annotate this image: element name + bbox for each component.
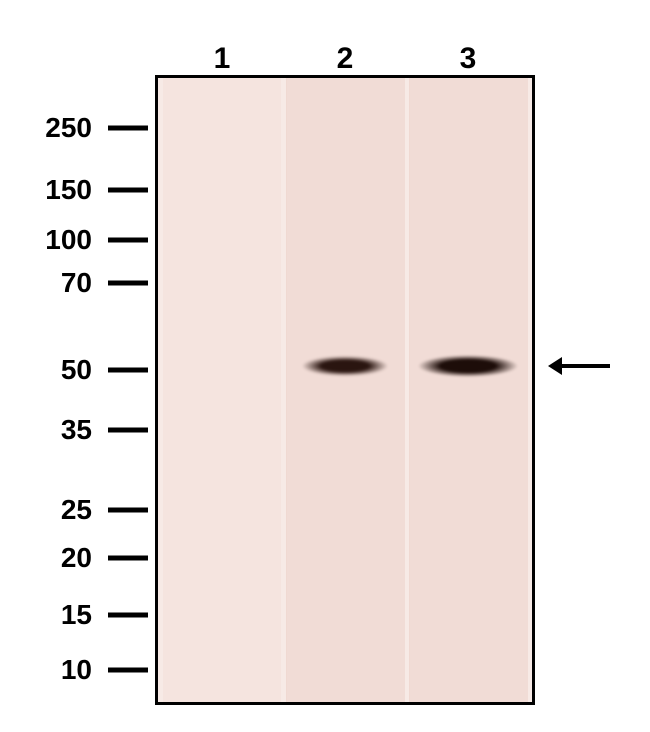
mw-tick (108, 281, 148, 286)
lane-label: 2 (337, 42, 354, 76)
mw-label: 35 (61, 414, 92, 446)
protein-band (302, 356, 388, 376)
mw-tick (108, 126, 148, 131)
lane-label: 3 (460, 42, 477, 76)
mw-label: 250 (45, 112, 92, 144)
mw-label: 150 (45, 174, 92, 206)
lane-shade (409, 78, 528, 702)
mw-label: 50 (61, 354, 92, 386)
mw-tick (108, 368, 148, 373)
mw-tick (108, 188, 148, 193)
target-arrow-head-icon (548, 357, 562, 375)
target-arrow-line (562, 364, 610, 368)
mw-label: 20 (61, 542, 92, 574)
mw-tick (108, 428, 148, 433)
mw-tick (108, 508, 148, 513)
western-blot-figure: 1 2 3 250 150 100 70 50 35 25 20 15 10 (0, 0, 650, 732)
mw-label: 10 (61, 654, 92, 686)
mw-tick (108, 668, 148, 673)
blot-frame (155, 75, 535, 705)
lane-shade (163, 78, 281, 702)
mw-tick (108, 613, 148, 618)
mw-label: 15 (61, 599, 92, 631)
lane-shade (286, 78, 405, 702)
mw-tick (108, 556, 148, 561)
mw-label: 70 (61, 267, 92, 299)
mw-label: 100 (45, 224, 92, 256)
mw-tick (108, 238, 148, 243)
protein-band (418, 355, 518, 377)
mw-label: 25 (61, 494, 92, 526)
lane-label: 1 (214, 42, 231, 76)
